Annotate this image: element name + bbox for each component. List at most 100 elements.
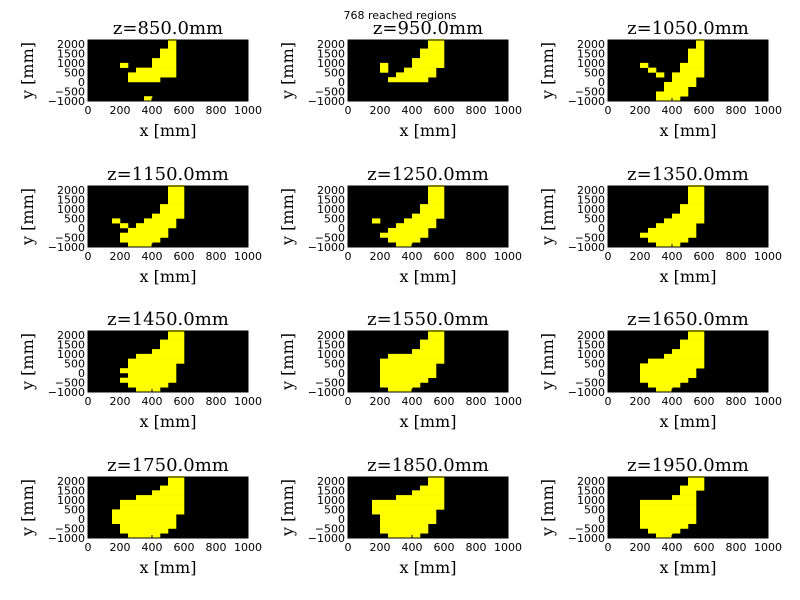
reached-cell: [144, 528, 153, 534]
y-tick-label: −500: [315, 522, 345, 535]
reached-cell: [160, 372, 169, 379]
reached-cell: [160, 53, 169, 59]
axes-frame: [607, 185, 769, 248]
reached-cell: [656, 509, 665, 515]
y-tick-label: 2000: [577, 329, 605, 342]
reached-cell: [120, 368, 129, 374]
reached-cell: [412, 514, 421, 520]
reached-cell: [420, 344, 429, 350]
reached-cell: [656, 232, 665, 238]
reached-cell: [436, 476, 445, 482]
x-tick-label: 1000: [494, 541, 522, 554]
x-tick-label: 400: [662, 104, 683, 117]
reached-cell: [436, 485, 445, 491]
reached-cell: [380, 358, 389, 364]
x-tick-label: 0: [345, 250, 352, 263]
y-tick-label: −500: [575, 522, 605, 535]
reached-cell: [136, 232, 145, 238]
x-axis-label: x [mm]: [660, 121, 717, 140]
reached-cell: [144, 96, 153, 102]
y-tick-label: −500: [55, 231, 85, 244]
reached-cell: [128, 242, 137, 248]
axes-frame: [87, 330, 249, 393]
reached-cell: [420, 213, 429, 219]
reached-cell: [696, 62, 705, 68]
reached-cell: [396, 533, 405, 539]
x-tick-label: 0: [85, 541, 92, 554]
reached-cell: [176, 358, 185, 364]
reached-cell: [136, 358, 145, 364]
reached-cell: [688, 349, 697, 355]
reached-cell: [136, 499, 145, 505]
reached-cell: [680, 509, 689, 515]
y-axis-label: y [mm]: [18, 42, 37, 100]
reached-cell: [648, 382, 657, 388]
reached-cell: [672, 514, 681, 520]
y-tick-label: 2000: [317, 184, 345, 197]
reached-cell: [696, 72, 705, 78]
reached-cell: [664, 514, 673, 520]
reached-cell: [136, 514, 145, 520]
y-tick-label: 2000: [57, 475, 85, 488]
reached-cell: [396, 499, 405, 505]
reached-cell: [160, 504, 169, 510]
reached-cell: [152, 523, 161, 529]
reached-cell: [436, 330, 445, 336]
reached-cell: [428, 495, 437, 501]
reached-cell: [144, 77, 153, 83]
reached-cell: [372, 509, 381, 515]
reached-cell: [420, 499, 429, 505]
reached-cell: [428, 476, 437, 482]
reached-cell: [136, 382, 145, 388]
reached-cell: [388, 533, 397, 539]
x-tick-label: 1000: [494, 104, 522, 117]
reached-cell: [688, 232, 697, 238]
reached-cell: [396, 382, 405, 388]
x-tick-label: 400: [662, 541, 683, 554]
x-tick-label: 200: [630, 541, 651, 554]
reached-cell: [420, 358, 429, 364]
reached-cell: [152, 77, 161, 83]
reached-cell: [120, 499, 129, 505]
reached-cell: [680, 86, 689, 92]
y-tick-label: 0: [598, 367, 605, 380]
reached-cell: [672, 358, 681, 364]
reached-cell: [396, 514, 405, 520]
reached-cell: [160, 499, 169, 505]
reached-cell: [144, 499, 153, 505]
reached-cell: [664, 533, 673, 539]
reached-cell: [696, 353, 705, 359]
reached-cell: [664, 242, 673, 248]
reached-cell: [396, 377, 405, 383]
reached-cell: [420, 232, 429, 238]
reached-cell: [656, 533, 665, 539]
panel-title: z=950.0mm: [373, 18, 483, 39]
reached-cell: [144, 495, 153, 501]
reached-cell: [688, 223, 697, 229]
reached-cell: [160, 344, 169, 350]
reached-cell: [404, 237, 413, 243]
y-tick-label: −1000: [308, 532, 345, 545]
reached-cell: [136, 377, 145, 383]
reached-cell: [152, 495, 161, 501]
reached-cell: [680, 91, 689, 97]
reached-cell: [160, 232, 169, 238]
reached-cell: [412, 518, 421, 525]
reached-cell: [648, 523, 657, 529]
reached-cell: [656, 237, 665, 243]
reached-cell: [404, 358, 413, 364]
reached-cell: [152, 218, 161, 224]
x-axis-label: x [mm]: [140, 412, 197, 431]
reached-cell: [688, 58, 697, 64]
x-tick-label: 800: [466, 250, 487, 263]
reached-cell: [176, 490, 185, 496]
reached-cell: [672, 509, 681, 515]
reached-cell: [420, 495, 429, 501]
reached-cell: [144, 242, 153, 248]
reached-cell: [136, 227, 145, 234]
panel-title: z=1650.0mm: [627, 309, 749, 330]
reached-cell: [428, 199, 437, 205]
reached-cell: [152, 382, 161, 388]
y-tick-label: 1000: [57, 203, 85, 216]
reached-cell: [152, 372, 161, 379]
